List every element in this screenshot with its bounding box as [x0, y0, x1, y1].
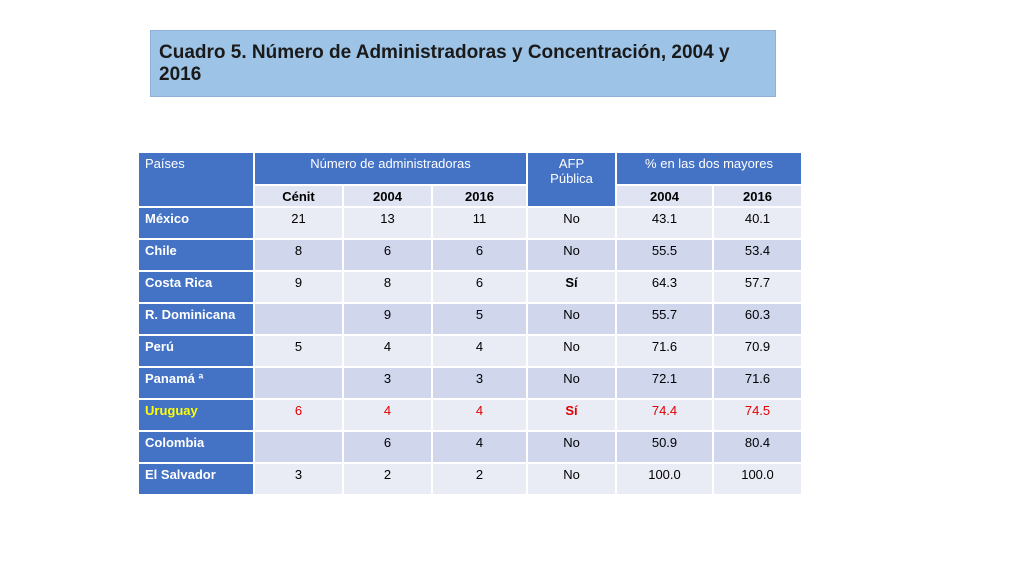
- cell-cenit: 21: [253, 206, 344, 240]
- cell-pct-2016: 60.3: [712, 302, 803, 336]
- cell-afp: No: [526, 334, 617, 368]
- cell-2016: 5: [431, 302, 528, 336]
- cell-pct-2016: 53.4: [712, 238, 803, 272]
- cell-cenit: 6: [253, 398, 344, 432]
- row-country: Chile: [137, 238, 255, 272]
- row-country: Panamá ª: [137, 366, 255, 400]
- row-country: R. Dominicana: [137, 302, 255, 336]
- cell-pct-2004: 55.5: [615, 238, 714, 272]
- cell-pct-2016: 80.4: [712, 430, 803, 464]
- cell-pct-2016: 40.1: [712, 206, 803, 240]
- cell-cenit: 3: [253, 462, 344, 496]
- cell-pct-2004: 71.6: [615, 334, 714, 368]
- cell-cenit: 5: [253, 334, 344, 368]
- cell-2016: 11: [431, 206, 528, 240]
- cell-afp: No: [526, 430, 617, 464]
- cell-afp: No: [526, 238, 617, 272]
- cell-afp: No: [526, 462, 617, 496]
- cell-pct-2016: 57.7: [712, 270, 803, 304]
- title-box: Cuadro 5. Número de Administradoras y Co…: [150, 30, 776, 97]
- subheader-2004: 2004: [342, 184, 433, 208]
- cell-pct-2016: 74.5: [712, 398, 803, 432]
- header-numero-administradoras: Número de administradoras: [253, 151, 528, 186]
- cell-2016: 4: [431, 334, 528, 368]
- table-row: R. Dominicana 9 5 No 55.7 60.3: [137, 302, 803, 336]
- cell-2004: 9: [342, 302, 433, 336]
- cell-afp: No: [526, 366, 617, 400]
- data-table: Países Número de administradoras AFP Púb…: [137, 151, 803, 496]
- table-row: El Salvador 3 2 2 No 100.0 100.0: [137, 462, 803, 496]
- slide-title: Cuadro 5. Número de Administradoras y Co…: [159, 41, 730, 85]
- header-pct-dos-mayores: % en las dos mayores: [615, 151, 803, 186]
- cell-2016: 6: [431, 238, 528, 272]
- cell-cenit: [253, 430, 344, 464]
- row-country: Perú: [137, 334, 255, 368]
- row-country: Colombia: [137, 430, 255, 464]
- cell-2016: 4: [431, 398, 528, 432]
- cell-pct-2016: 70.9: [712, 334, 803, 368]
- cell-pct-2004: 43.1: [615, 206, 714, 240]
- cell-2004: 6: [342, 430, 433, 464]
- cell-cenit: 9: [253, 270, 344, 304]
- subheader-pct-2004: 2004: [615, 184, 714, 208]
- cell-2016: 3: [431, 366, 528, 400]
- row-country: Costa Rica: [137, 270, 255, 304]
- header-afp-publica: AFP Pública: [526, 151, 617, 208]
- cell-afp: No: [526, 302, 617, 336]
- cell-afp: Sí: [526, 398, 617, 432]
- cell-pct-2004: 74.4: [615, 398, 714, 432]
- cell-pct-2004: 72.1: [615, 366, 714, 400]
- cell-2004: 6: [342, 238, 433, 272]
- subheader-pct-2016: 2016: [712, 184, 803, 208]
- cell-pct-2004: 100.0: [615, 462, 714, 496]
- cell-pct-2016: 100.0: [712, 462, 803, 496]
- cell-2016: 4: [431, 430, 528, 464]
- cell-2016: 6: [431, 270, 528, 304]
- row-country: Uruguay: [137, 398, 255, 432]
- cell-2004: 4: [342, 334, 433, 368]
- cell-pct-2016: 71.6: [712, 366, 803, 400]
- cell-pct-2004: 50.9: [615, 430, 714, 464]
- cell-2016: 2: [431, 462, 528, 496]
- table-row: Colombia 6 4 No 50.9 80.4: [137, 430, 803, 464]
- header-paises: Países: [137, 151, 255, 208]
- cell-cenit: 8: [253, 238, 344, 272]
- cell-2004: 4: [342, 398, 433, 432]
- table-row: Panamá ª 3 3 No 72.1 71.6: [137, 366, 803, 400]
- subheader-2016: 2016: [431, 184, 528, 208]
- subheader-cenit: Cénit: [253, 184, 344, 208]
- cell-cenit: [253, 302, 344, 336]
- table-row: México 21 13 11 No 43.1 40.1: [137, 206, 803, 240]
- table-row: Costa Rica 9 8 6 Sí 64.3 57.7: [137, 270, 803, 304]
- cell-pct-2004: 55.7: [615, 302, 714, 336]
- cell-2004: 2: [342, 462, 433, 496]
- table-row: Chile 8 6 6 No 55.5 53.4: [137, 238, 803, 272]
- row-country: México: [137, 206, 255, 240]
- cell-afp: Sí: [526, 270, 617, 304]
- cell-2004: 3: [342, 366, 433, 400]
- cell-afp: No: [526, 206, 617, 240]
- cell-2004: 8: [342, 270, 433, 304]
- cell-2004: 13: [342, 206, 433, 240]
- row-country: El Salvador: [137, 462, 255, 496]
- table-row: Perú 5 4 4 No 71.6 70.9: [137, 334, 803, 368]
- cell-cenit: [253, 366, 344, 400]
- table-row-highlighted: Uruguay 6 4 4 Sí 74.4 74.5: [137, 398, 803, 432]
- cell-pct-2004: 64.3: [615, 270, 714, 304]
